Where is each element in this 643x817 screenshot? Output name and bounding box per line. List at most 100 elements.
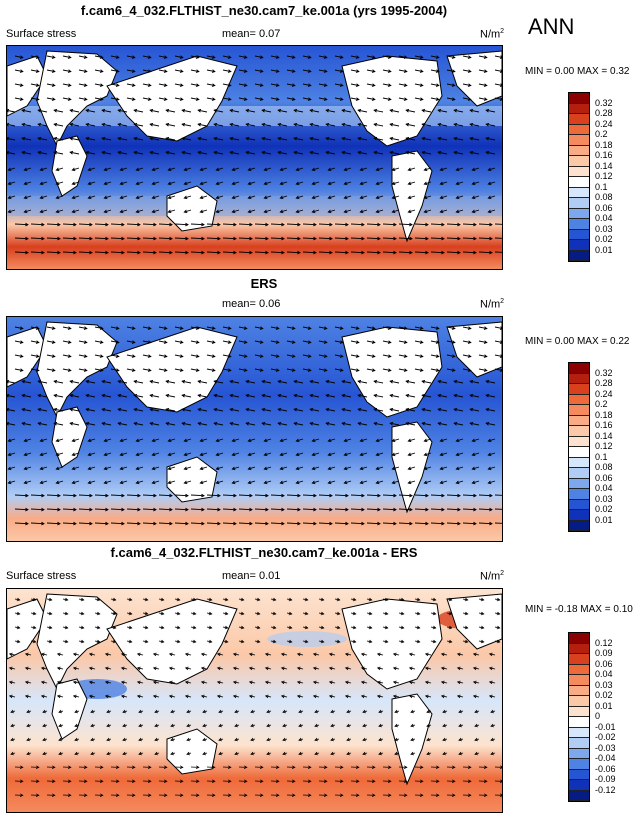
wind-vector-head [339, 340, 344, 344]
wind-vector [232, 438, 240, 442]
colorbar-label: 0 [595, 711, 601, 721]
wind-vector-head [199, 438, 204, 443]
wind-vector-head [437, 122, 442, 127]
wind-vector [360, 167, 368, 171]
wind-vector-head [371, 83, 376, 87]
wind-vector [232, 466, 240, 470]
wind-vector [86, 109, 96, 113]
wind-vector [190, 494, 205, 497]
wind-vector-head [261, 108, 266, 113]
wind-vector [102, 408, 112, 412]
wind-vector-head [448, 625, 453, 630]
wind-vector-head [133, 379, 138, 384]
wind-vector-head [339, 55, 344, 59]
wind-vector-head [72, 652, 77, 657]
wind-vector [360, 466, 368, 470]
wind-vector-head [229, 407, 234, 412]
wind-vector [198, 123, 208, 127]
wind-vector [296, 452, 304, 456]
wind-vector [14, 55, 23, 59]
wind-vector [456, 181, 464, 185]
wind-vector-head [277, 108, 282, 113]
wind-vector-head [67, 779, 72, 784]
wind-vector-head [441, 493, 445, 498]
wind-vector-head [117, 421, 122, 426]
wind-vector [238, 97, 247, 101]
wind-vector-head [128, 639, 133, 644]
wind-vector [366, 251, 381, 254]
wind-vector-head [393, 250, 397, 255]
wind-vector-head [421, 150, 426, 155]
wind-vector-head [195, 340, 200, 344]
wind-vector [158, 69, 167, 73]
wind-vector-head [69, 407, 74, 412]
wind-vector-head [409, 250, 413, 255]
wind-vector-head [67, 368, 72, 372]
wind-vector-head [195, 326, 200, 330]
wind-vector-head [183, 209, 188, 214]
wind-vector [246, 408, 256, 412]
wind-vector [184, 452, 192, 456]
colorbar-swatch [569, 457, 589, 468]
wind-vector-head [245, 421, 250, 426]
colorbar-swatch [569, 468, 589, 479]
wind-vector-head [357, 393, 362, 398]
wind-vector [8, 167, 16, 171]
wind-vector [182, 394, 192, 398]
wind-vector [184, 167, 192, 171]
wind-vector [14, 354, 23, 358]
wind-vector-head [384, 611, 389, 616]
wind-vector [409, 681, 416, 684]
wind-vector [286, 508, 301, 511]
wind-vector [350, 83, 359, 87]
wind-vector [62, 55, 71, 59]
wind-vector-head [197, 122, 202, 127]
wind-vector-head [471, 452, 476, 457]
wind-vector [104, 209, 112, 213]
wind-vector-head [451, 340, 456, 344]
wind-vector-head [24, 680, 29, 685]
wind-vector [41, 667, 48, 670]
wind-vector-head [323, 368, 328, 372]
wind-vector-head [163, 83, 168, 87]
wind-vector-head [234, 737, 239, 742]
wind-vector [46, 237, 61, 240]
wind-vector-head [144, 611, 149, 616]
wind-vector [40, 195, 48, 199]
wind-vector [200, 438, 208, 442]
wind-vector-head [131, 368, 136, 372]
wind-vector [377, 681, 384, 684]
wind-vector-head [419, 340, 424, 344]
wind-vector-head [103, 480, 108, 485]
wind-vector [270, 508, 285, 511]
wind-vector-head [448, 611, 453, 616]
wind-vector [489, 695, 496, 698]
wind-vector-head [35, 97, 40, 101]
wind-vector [318, 251, 333, 254]
wind-vector-head [41, 222, 45, 227]
wind-vector-head [421, 136, 426, 141]
wind-vector-head [149, 108, 154, 113]
wind-vector [488, 466, 496, 470]
wind-vector-head [186, 723, 191, 728]
wind-vector [326, 394, 336, 398]
wind-vector-head [202, 709, 207, 714]
wind-vector-head [165, 108, 170, 113]
wind-vector [30, 223, 45, 226]
wind-vector-head [83, 55, 88, 59]
colorbar-label: 0.16 [595, 150, 613, 160]
wind-vector [422, 394, 432, 398]
wind-vector-head [168, 680, 173, 685]
wind-vector-head [403, 779, 408, 784]
wind-vector-head [213, 122, 218, 127]
wind-vector-head [247, 480, 252, 485]
wind-vector-head [83, 368, 88, 372]
wind-vector [278, 123, 288, 127]
wind-vector [198, 151, 208, 155]
colorbar-swatch [569, 208, 589, 219]
wind-vector [473, 667, 480, 670]
wind-vector [62, 494, 77, 497]
wind-vector [206, 326, 215, 330]
wind-vector [126, 340, 135, 344]
wind-vector [62, 237, 77, 240]
